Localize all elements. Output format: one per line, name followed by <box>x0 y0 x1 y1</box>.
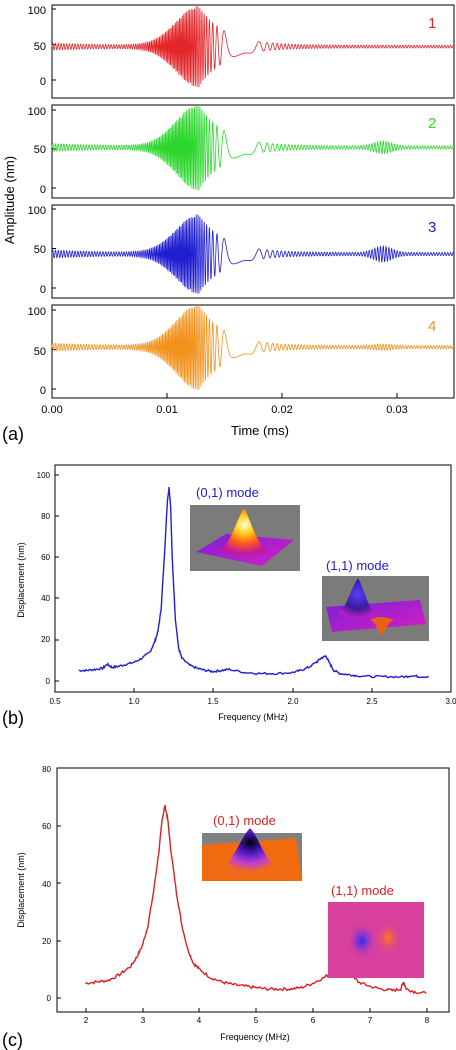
c-xtick-label-2: 2 <box>84 1016 89 1025</box>
series-3-line <box>51 214 455 294</box>
a1-ytick-100: 100 <box>28 5 46 17</box>
b-annotation-11-mode: (1,1) mode <box>326 558 389 573</box>
c-ytick-label-40: 40 <box>42 880 51 889</box>
subplot-4: 4 <box>51 304 455 399</box>
a2-ytick-50: 50 <box>34 144 46 156</box>
subplot-1: 1 <box>51 4 455 99</box>
a2-ytick-100: 100 <box>28 106 46 118</box>
b-plot-frame <box>54 464 452 693</box>
b-ytick-label-0: 0 <box>46 677 51 686</box>
series-2-line <box>51 105 455 191</box>
subplot-2: 2 <box>51 104 455 199</box>
a3-ytick-100: 100 <box>28 205 46 217</box>
panel-c: 0 20 40 60 80 2 3 4 5 6 7 8 Frequency (M… <box>2 765 450 1050</box>
a-xtick-label-1: 0.01 <box>156 404 177 416</box>
b-xtick-label-2.5: 2.5 <box>366 697 378 706</box>
c-ytick-label-20: 20 <box>42 937 51 946</box>
series-4-label: 4 <box>428 318 436 335</box>
b-annotation-01-mode: (0,1) mode <box>196 485 259 500</box>
c-annotation-11-mode: (1,1) mode <box>331 883 394 898</box>
series-2-label: 2 <box>428 115 436 132</box>
b-spectrum-line <box>78 486 429 679</box>
b-xtick-label-0.5: 0.5 <box>49 697 61 706</box>
c-ytick-label-80: 80 <box>42 765 51 774</box>
a-panel-label: (a) <box>2 424 24 444</box>
b-y-axis-label: Displacement (nm) <box>16 542 26 618</box>
a-xtick-label-2: 0.02 <box>271 404 292 416</box>
b-ticks <box>55 474 373 692</box>
series-4-line <box>51 305 455 390</box>
c-ticks <box>57 825 428 1012</box>
subplot-2-frame <box>51 104 455 199</box>
series-1-line <box>51 6 455 88</box>
b-panel-label: (b) <box>2 708 24 728</box>
b-inset-11-mode-image <box>322 576 429 641</box>
a-xtick-label-3: 0.03 <box>386 404 407 416</box>
a3-ytick-0: 0 <box>40 284 46 296</box>
c-inset-11-mode-image <box>328 902 424 978</box>
a-y-axis-label: Amplitude (nm) <box>2 156 17 244</box>
b-x-axis-label: Frequency (MHz) <box>218 712 288 722</box>
subplot-1-frame <box>51 4 455 99</box>
c-annotation-01-mode: (0,1) mode <box>213 813 276 828</box>
panel-a: 1 2 3 4 0 50 100 0 50 100 0 50 100 0 50 … <box>2 4 455 444</box>
series-1-label: 1 <box>428 15 436 32</box>
subplot-4-frame <box>51 304 455 399</box>
a3-ytick-50: 50 <box>34 244 46 256</box>
b-xtick-label-2.0: 2.0 <box>287 697 299 706</box>
a4-ytick-100: 100 <box>28 306 46 318</box>
c-xtick-label-8: 8 <box>425 1016 430 1025</box>
c-xtick-label-4: 4 <box>197 1016 202 1025</box>
a-xtick-label-0: 0.00 <box>41 404 62 416</box>
b-ytick-label-20: 20 <box>41 635 50 644</box>
b-ytick-label-80: 80 <box>41 512 50 521</box>
a1-ytick-0: 0 <box>40 76 46 88</box>
b-xtick-label-1.0: 1.0 <box>128 697 140 706</box>
c-plot-frame <box>56 767 450 1013</box>
b-ytick-label-100: 100 <box>37 471 51 480</box>
b-xtick-label-1.5: 1.5 <box>207 697 219 706</box>
a4-ytick-0: 0 <box>40 385 46 397</box>
a4-ytick-50: 50 <box>34 346 46 358</box>
c-xtick-label-7: 7 <box>368 1016 373 1025</box>
c-x-axis-label: Frequency (MHz) <box>220 1032 290 1042</box>
c-ytick-label-0: 0 <box>47 994 52 1003</box>
a1-ytick-50: 50 <box>34 41 46 53</box>
c-xtick-label-5: 5 <box>254 1016 259 1025</box>
b-xtick-label-3.0: 3.0 <box>445 697 456 706</box>
c-y-axis-label: Displacement (nm) <box>16 852 26 928</box>
subplot-3: 3 <box>51 204 455 299</box>
series-3-label: 3 <box>428 219 436 236</box>
c-ytick-label-60: 60 <box>42 822 51 831</box>
b-ytick-label-60: 60 <box>41 553 50 562</box>
b-inset-01-mode-image <box>190 505 300 571</box>
c-spectrum-line <box>85 804 427 995</box>
b-ytick-label-40: 40 <box>41 594 50 603</box>
panel-b: 0 20 40 60 80 100 0.5 1.0 1.5 2.0 2.5 3.… <box>2 464 456 728</box>
c-inset-01-mode-image <box>202 828 302 881</box>
c-panel-label: (c) <box>2 1030 23 1050</box>
a2-ytick-0: 0 <box>40 184 46 196</box>
c-xtick-label-3: 3 <box>141 1016 146 1025</box>
c-xtick-label-6: 6 <box>311 1016 316 1025</box>
a-x-axis-label: Time (ms) <box>231 423 289 438</box>
